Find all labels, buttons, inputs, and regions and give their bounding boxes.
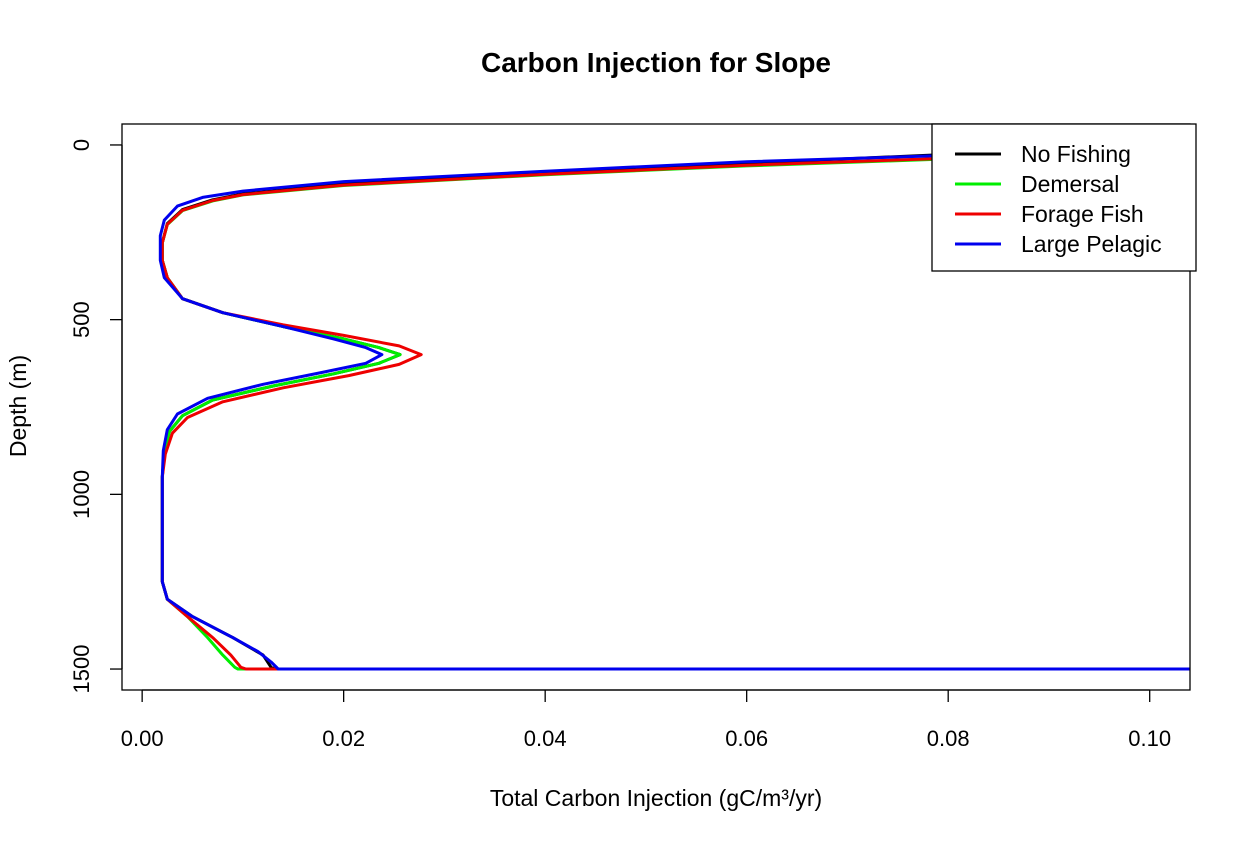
x-tick-label: 0.10 (1128, 726, 1171, 751)
x-tick-label: 0.06 (725, 726, 768, 751)
legend-label-no-fishing: No Fishing (1021, 141, 1131, 167)
legend-label-demersal: Demersal (1021, 171, 1119, 197)
x-tick-label: 0.02 (322, 726, 365, 751)
legend-label-forage-fish: Forage Fish (1021, 201, 1144, 227)
legend: No Fishing Demersal Forage Fish Large Pelag… (931, 123, 1197, 272)
x-axis-label: Total Carbon Injection (gC/m³/yr) (490, 785, 822, 811)
y-tick-label: 500 (69, 301, 94, 338)
x-tick-label: 0.00 (121, 726, 164, 751)
chart-title: Carbon Injection for Slope (481, 47, 831, 78)
y-axis-label: Depth (m) (5, 355, 31, 457)
plot-frame (121, 123, 1191, 691)
plot-area (158, 147, 1190, 671)
x-tick-label: 0.04 (524, 726, 567, 751)
legend-label-large-pelagic: Large Pelagic (1021, 231, 1162, 257)
y-tick-label: 1000 (69, 470, 94, 519)
x-tick-label: 0.08 (927, 726, 970, 751)
x-axis: 0.00 0.02 0.04 0.06 0.08 0.10 (121, 689, 1171, 751)
series-line-large-pelagic (158, 147, 1190, 671)
y-tick-label: 0 (69, 139, 94, 151)
legend-box (931, 123, 1197, 272)
y-tick-label: 1500 (69, 645, 94, 694)
